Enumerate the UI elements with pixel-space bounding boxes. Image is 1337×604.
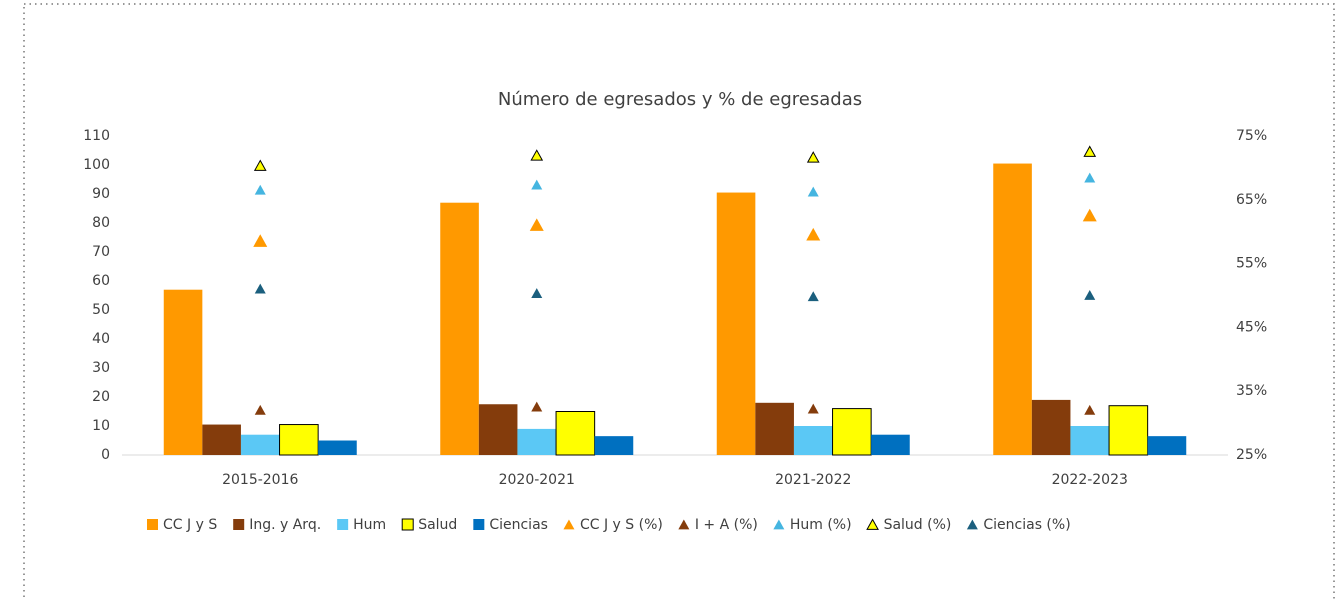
bar — [202, 424, 241, 455]
y-tick-label: 10 — [92, 418, 110, 434]
marker — [807, 186, 819, 197]
marker — [253, 159, 267, 171]
bar — [163, 289, 203, 455]
bar — [478, 404, 518, 455]
marker — [1082, 208, 1097, 222]
y-tick-label: 60 — [92, 273, 110, 289]
y-tick-label: 90 — [92, 186, 110, 202]
y2-tick-label: 45% — [1236, 319, 1267, 335]
bar — [279, 424, 319, 456]
y-tick-label: 110 — [83, 128, 110, 144]
legend-label: Salud (%) — [884, 517, 952, 533]
marker — [530, 149, 544, 161]
marker — [1084, 172, 1096, 183]
x-tick-label: 2020-2021 — [499, 472, 575, 488]
legend-swatch — [147, 519, 158, 530]
bar — [755, 402, 794, 455]
bar — [993, 163, 1032, 456]
bar — [832, 408, 872, 456]
y-tick-label: 30 — [92, 360, 110, 376]
x-tick-label: 2015-2016 — [222, 472, 298, 488]
y2-tick-label: 55% — [1236, 256, 1267, 272]
bar — [555, 411, 596, 456]
marker — [529, 218, 544, 231]
legend-swatch — [233, 519, 245, 530]
y-tick-label: 50 — [92, 302, 110, 318]
y-tick-label: 40 — [92, 331, 110, 347]
frame — [23, 3, 1335, 604]
y-tick-label: 80 — [92, 215, 110, 231]
y2-tick-label: 65% — [1236, 192, 1267, 208]
x-tick-label: 2022-2023 — [1052, 472, 1128, 488]
legend-label: Salud — [418, 517, 457, 533]
legend-swatch — [563, 519, 575, 530]
legend-swatch — [678, 519, 690, 530]
bar — [440, 202, 479, 455]
bar — [1147, 436, 1187, 455]
legend-label: CC J y S (%) — [580, 517, 663, 533]
marker — [254, 404, 266, 415]
legend-label: I + A (%) — [695, 517, 758, 533]
x-tick-label: 2021-2022 — [775, 472, 851, 488]
marker — [1084, 404, 1096, 415]
chart-title: Número de egresados y % de egresadas — [498, 89, 862, 110]
marker — [531, 401, 543, 412]
marker — [253, 234, 268, 247]
legend-label: Hum — [353, 517, 386, 533]
marker — [254, 283, 266, 294]
legend-label: Hum (%) — [790, 517, 852, 533]
legend-label: CC J y S — [163, 517, 217, 533]
marker — [254, 184, 266, 195]
bar — [318, 440, 357, 455]
marker — [1083, 145, 1097, 157]
marker — [807, 291, 819, 302]
y2-tick-label: 35% — [1236, 383, 1267, 399]
marker — [531, 288, 543, 298]
legend-swatch — [473, 519, 485, 530]
bar — [793, 426, 833, 455]
marker — [531, 179, 543, 190]
legend-swatch — [401, 518, 414, 531]
bar — [240, 434, 280, 455]
marker — [806, 151, 820, 163]
y2-tick-label: 75% — [1236, 128, 1267, 144]
marker — [1084, 290, 1096, 300]
legend-swatch — [337, 519, 349, 530]
legend-label: Ing. y Arq. — [249, 517, 321, 533]
bar — [594, 436, 634, 455]
bar — [716, 192, 756, 456]
bar — [517, 428, 557, 455]
y2-tick-label: 25% — [1236, 447, 1267, 463]
legend-swatch — [866, 518, 879, 530]
bar — [871, 434, 910, 455]
legend-swatch — [966, 519, 978, 530]
legend-label: Ciencias — [489, 517, 548, 533]
bar — [1031, 399, 1071, 455]
marker — [806, 227, 821, 241]
legend-label: Ciencias (%) — [983, 517, 1070, 533]
bar — [1108, 405, 1149, 456]
legend-swatch — [773, 519, 785, 530]
bar — [1070, 426, 1110, 455]
y-tick-label: 0 — [101, 447, 110, 463]
marker — [807, 403, 819, 414]
y-tick-label: 20 — [92, 389, 110, 405]
y-tick-label: 100 — [83, 157, 110, 173]
y-tick-label: 70 — [92, 244, 110, 260]
